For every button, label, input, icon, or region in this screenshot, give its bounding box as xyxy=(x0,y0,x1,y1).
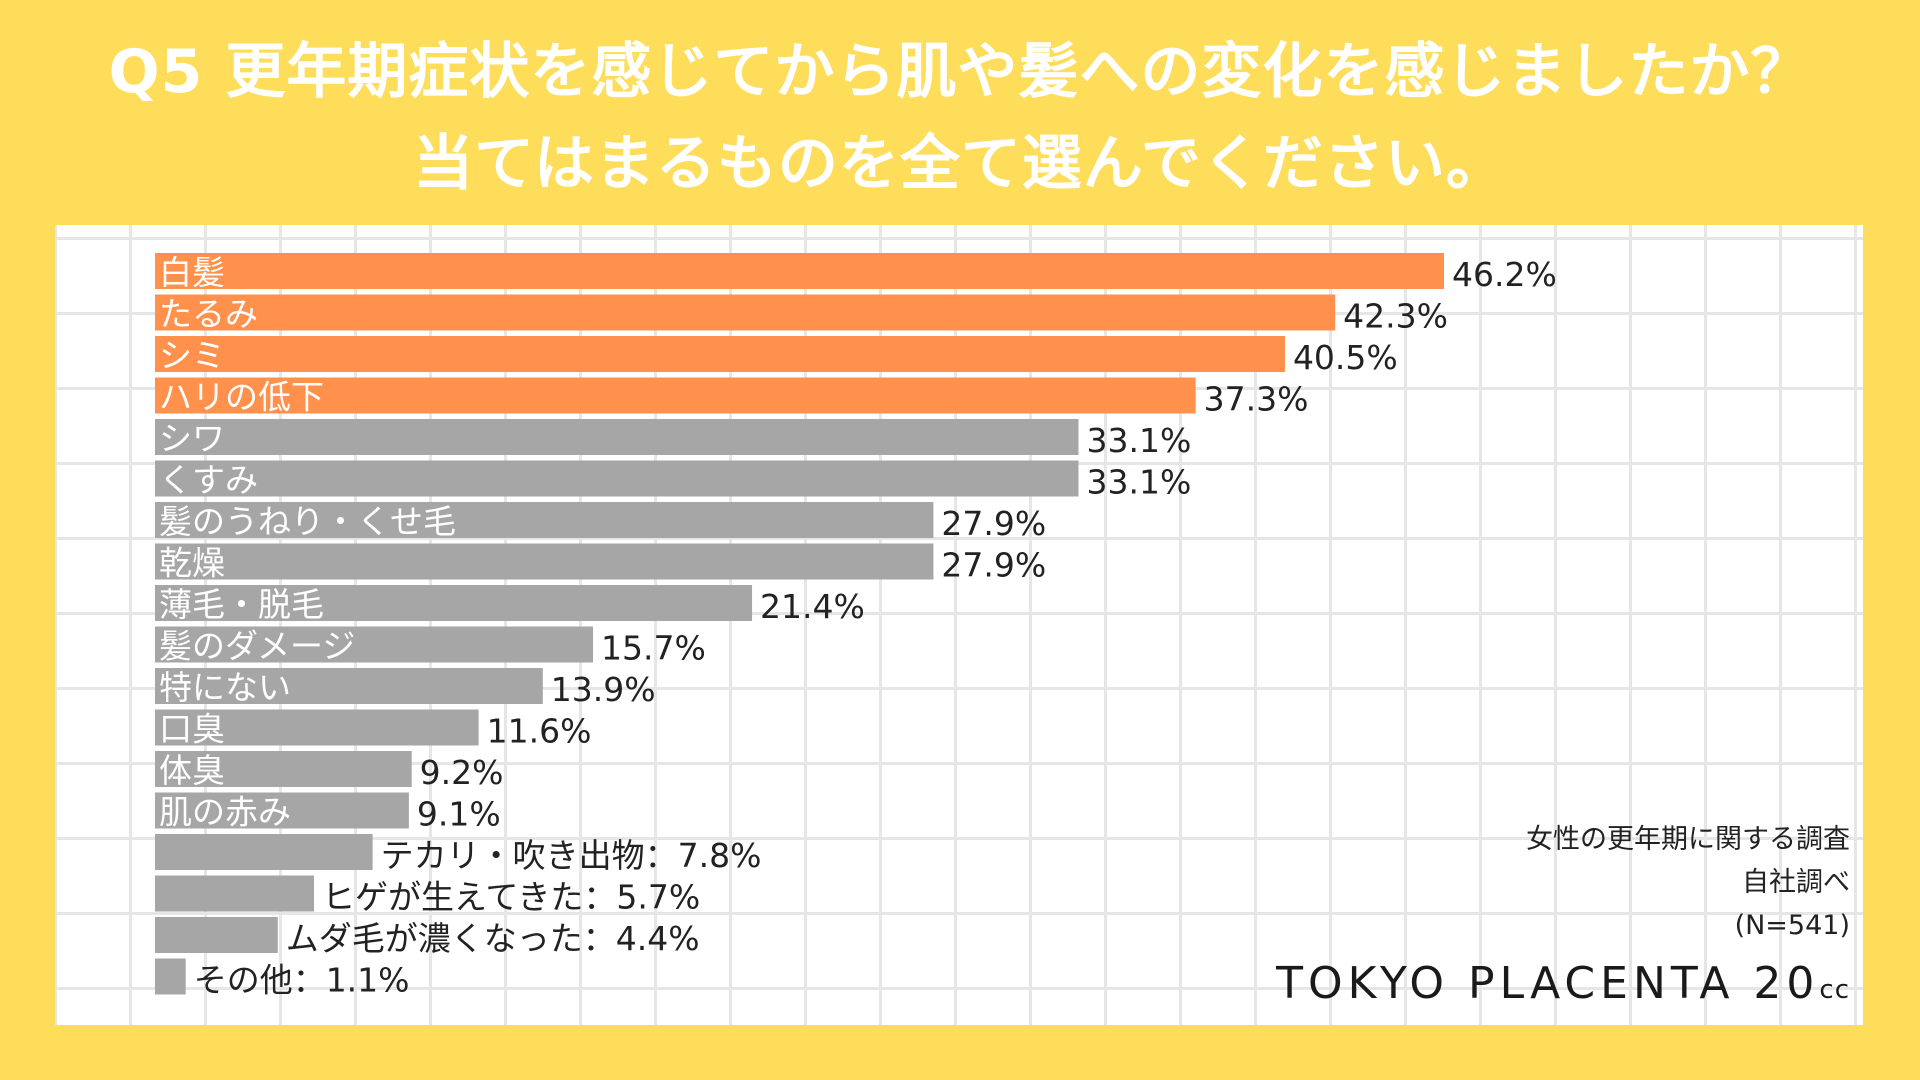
bar-category-label: くすみ xyxy=(159,461,258,500)
bar-category-label: 特にない xyxy=(159,668,291,707)
bar-category-label: 肌の赤み xyxy=(159,793,291,832)
source-note-self-survey: 自社調べ xyxy=(1742,867,1850,898)
bar-value-label: ムダ毛が濃くなった：4.4% xyxy=(286,919,700,958)
bar-value-label: 15.7% xyxy=(601,629,706,668)
chart-panel: 白髪 46.2% たるみ 42.3% シミ 40.5% ハリの低下 37.3% シワ 33.1% く… xyxy=(55,225,1863,1025)
title-line-2: 当てはまるものを全て選んでください。 xyxy=(413,129,1507,199)
bar-3 xyxy=(155,336,1285,372)
bar-14 xyxy=(155,792,409,829)
bar-category-label: たるみ xyxy=(159,295,258,334)
bar-2 xyxy=(155,294,1336,331)
bar-value-label: 33.1% xyxy=(1086,463,1191,502)
bar-category-label: シワ xyxy=(159,419,225,458)
bar-value-label: 27.9% xyxy=(941,546,1046,585)
bar-category-label: シミ xyxy=(159,336,225,375)
bar-value-label: その他：1.1% xyxy=(194,961,410,1000)
bar-value-label: 13.9% xyxy=(551,670,656,709)
bar-category-label: 髪のダメージ xyxy=(159,627,355,666)
bar-9 xyxy=(155,585,753,621)
bar-value-label: 40.5% xyxy=(1293,338,1398,377)
bar-1 xyxy=(155,253,1444,289)
bar-4 xyxy=(155,377,1196,414)
source-note: 女性の更年期に関する調査 xyxy=(1526,824,1850,855)
bar-13 xyxy=(155,751,412,787)
bar-value-label: 46.2% xyxy=(1452,255,1557,294)
brand-name: TOKYO PLACENTA 20 xyxy=(1276,958,1820,1009)
bar-15 xyxy=(155,834,373,870)
bar-18 xyxy=(155,958,186,995)
bar-7 xyxy=(155,502,934,538)
bar-category-label: 白髪 xyxy=(159,253,225,292)
bar-category-label: 髪のうねり・くせ毛 xyxy=(159,502,456,541)
bar-value-label: 9.1% xyxy=(417,795,501,834)
bar-12 xyxy=(155,709,479,746)
brand-logo: TOKYO PLACENTA 20cc xyxy=(1276,958,1850,1009)
bar-10 xyxy=(155,626,594,663)
bar-17 xyxy=(155,917,278,953)
bar-category-label: 乾燥 xyxy=(159,544,225,583)
bar-16 xyxy=(155,875,315,912)
bar-5 xyxy=(155,419,1079,455)
bar-value-label: 21.4% xyxy=(760,587,865,626)
bar-11 xyxy=(155,668,543,704)
bar-value-label: 33.1% xyxy=(1086,421,1191,460)
bar-value-label: 9.2% xyxy=(420,753,504,792)
bar-category-label: 口臭 xyxy=(159,710,225,749)
bar-category-label: 薄毛・脱毛 xyxy=(159,585,324,624)
bar-6 xyxy=(155,460,1079,497)
bar-value-label: 37.3% xyxy=(1204,380,1309,419)
bar-value-label: 27.9% xyxy=(941,504,1046,543)
bar-category-label: ハリの低下 xyxy=(159,378,324,417)
bar-value-label: テカリ・吹き出物：7.8% xyxy=(381,836,762,875)
bar-value-label: ヒゲが生えてきた：5.7% xyxy=(322,878,700,917)
title-line-1: Q5 更年期症状を感じてから肌や髪への変化を感じましたか？ xyxy=(108,37,1812,107)
bar-value-label: 42.3% xyxy=(1343,297,1448,336)
sample-size-note: (N=541) xyxy=(1734,910,1850,941)
bar-chart: 白髪 46.2% たるみ 42.3% シミ 40.5% ハリの低下 37.3% シワ 33.1% く… xyxy=(155,253,1557,1000)
bar-category-label: 体臭 xyxy=(159,751,225,790)
bar-value-label: 11.6% xyxy=(487,712,592,751)
bar-8 xyxy=(155,543,934,580)
brand-suffix: cc xyxy=(1819,975,1850,1005)
